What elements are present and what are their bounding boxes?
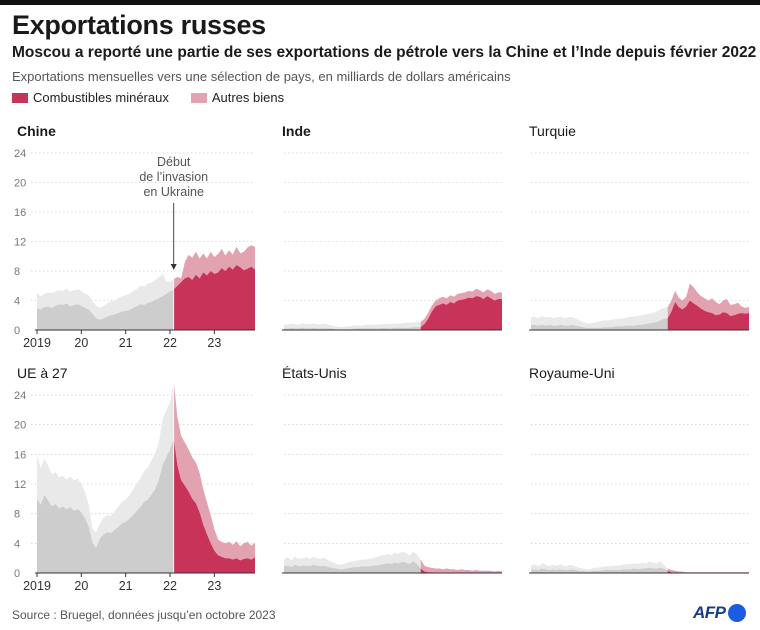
top-rule xyxy=(0,0,760,5)
legend-swatch-mineral xyxy=(12,92,28,103)
area-other-before xyxy=(37,380,174,548)
y-tick-label: 16 xyxy=(14,449,26,461)
area-mineral-before xyxy=(531,318,668,330)
area-mineral-after xyxy=(173,438,255,573)
area-mineral-before xyxy=(37,289,174,330)
area-mineral-after xyxy=(173,265,255,330)
area-mineral-before xyxy=(284,561,421,573)
area-mineral-before xyxy=(37,438,174,573)
area-other-before xyxy=(284,551,421,570)
x-tick-label: 22 xyxy=(163,336,177,350)
panel-5: Royaume-Uni xyxy=(529,365,749,574)
area-other-after xyxy=(420,288,502,328)
x-tick-label: 20 xyxy=(74,336,88,350)
x-tick-label: 2019 xyxy=(23,579,51,593)
area-mineral-before xyxy=(284,327,421,330)
legend: Combustibles minéraux Autres biens xyxy=(12,90,284,105)
panel-2: Turquie xyxy=(529,123,749,331)
panel-title: Chine xyxy=(17,123,56,139)
legend-item-other: Autres biens xyxy=(190,90,285,105)
area-other-after xyxy=(173,380,255,561)
legend-item-mineral: Combustibles minéraux xyxy=(12,90,169,105)
y-tick-label: 12 xyxy=(14,479,26,491)
y-tick-label: 8 xyxy=(14,266,20,278)
y-tick-label: 8 xyxy=(14,509,20,521)
area-other-after xyxy=(667,283,749,319)
area-other-after xyxy=(173,245,255,290)
x-tick-label: 2019 xyxy=(23,336,51,350)
area-other-before xyxy=(37,273,174,320)
area-other-after xyxy=(420,559,502,573)
annotation-text: de l’invasion xyxy=(139,170,208,184)
panel-title: Royaume-Uni xyxy=(529,365,615,381)
panel-title: Inde xyxy=(282,123,311,139)
annotation-text: Début xyxy=(157,155,191,169)
area-mineral-after xyxy=(667,300,749,330)
x-tick-label: 21 xyxy=(119,579,133,593)
panel-1: Inde xyxy=(282,123,502,331)
legend-label-other: Autres biens xyxy=(211,90,285,105)
afp-logo-text: AFP xyxy=(693,603,726,622)
panel-title: Turquie xyxy=(529,123,576,139)
area-other-before xyxy=(531,561,668,572)
chart-title: Exportations russes xyxy=(12,10,266,40)
panel-4: États-Unis xyxy=(282,365,502,574)
legend-label-mineral: Combustibles minéraux xyxy=(33,90,169,105)
area-other-after xyxy=(667,568,749,573)
y-tick-label: 20 xyxy=(14,420,26,432)
y-tick-label: 24 xyxy=(14,390,26,402)
chart-description: Exportations mensuelles vers une sélecti… xyxy=(12,69,511,84)
annotation-text: en Ukraine xyxy=(143,185,203,199)
area-other-before xyxy=(531,307,668,328)
afp-logo: AFP xyxy=(693,603,746,623)
afp-logo-dot-icon xyxy=(727,604,746,622)
y-tick-label: 0 xyxy=(14,568,20,580)
y-tick-label: 12 xyxy=(14,237,26,249)
panel-title: UE à 27 xyxy=(17,365,68,381)
annotation-arrowhead-icon xyxy=(170,264,177,270)
source-note: Source : Bruegel, données jusqu’en octob… xyxy=(12,608,276,622)
area-other-before xyxy=(284,321,421,330)
x-tick-label: 20 xyxy=(74,579,88,593)
area-mineral-before xyxy=(531,567,668,573)
panel-3: UE à 27 0 4 8 12 16 20 24 2019 20 21 22 23 xyxy=(14,365,255,593)
x-tick-label: 22 xyxy=(163,579,177,593)
y-tick-label: 16 xyxy=(14,207,26,219)
y-tick-label: 4 xyxy=(14,538,20,550)
y-tick-label: 4 xyxy=(14,296,20,308)
x-tick-label: 21 xyxy=(119,336,133,350)
panel-title: États-Unis xyxy=(282,365,347,381)
x-tick-label: 23 xyxy=(207,336,221,350)
y-tick-label: 24 xyxy=(14,148,26,160)
legend-swatch-other xyxy=(190,92,207,103)
y-tick-label: 20 xyxy=(14,178,26,190)
x-tick-label: 23 xyxy=(207,579,221,593)
area-mineral-after xyxy=(420,296,502,330)
chart-subtitle: Moscou a reporté une partie de ses expor… xyxy=(12,44,757,61)
y-tick-label: 0 xyxy=(14,325,20,337)
